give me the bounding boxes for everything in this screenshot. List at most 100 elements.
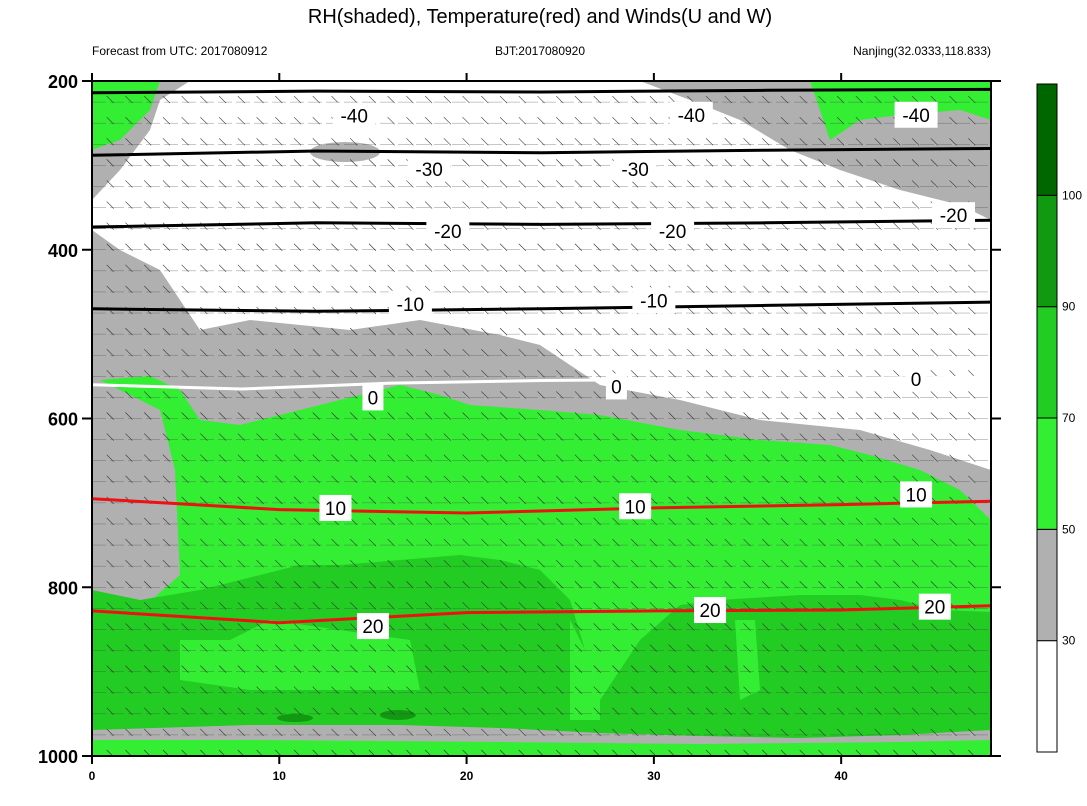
wind-barb [949,686,957,694]
wind-barb [481,412,489,420]
wind-barb [481,159,489,167]
contour-line--20 [92,218,991,229]
wind-barb [949,644,957,652]
subtitle-center: BJT:2017080920 [495,44,585,58]
y-tick-label: 1000 [38,747,78,767]
wind-barb [930,559,939,568]
wind-barb [499,433,508,441]
wind-barb [462,665,470,673]
wind-barb [462,180,470,188]
wind-barb [443,95,452,104]
wind-barb [462,496,470,505]
wind-barb [930,349,939,357]
contour-label-bg [632,287,676,314]
x-tick-label: 30 [647,769,661,783]
wind-barb [443,644,452,652]
wind-barb [462,581,470,589]
colorbar-tick-label: 100 [1062,188,1082,202]
wind-barb [874,644,882,652]
wind-barb [949,665,957,673]
wind-barb [949,454,957,462]
contour-label-bg [900,481,933,508]
wind-barb [893,391,901,399]
wind-barb [893,327,901,336]
wind-barb [406,264,414,273]
wind-barb [893,222,901,230]
wind-barb [443,686,452,694]
wind-barb [424,243,433,251]
wind-barb [406,243,414,251]
wind-barb [443,517,452,526]
wind-barb [406,665,414,673]
contour-label-bg [619,493,652,520]
wind-barb [443,138,452,146]
wind-barb [874,327,882,336]
wind-barb [930,327,939,336]
wind-barb [893,644,901,652]
wind-barb [911,349,920,357]
wind-barb [481,686,489,694]
wind-barb [893,264,901,273]
wind-barb [499,138,508,146]
wind-barb [443,623,452,631]
wind-barb [874,285,882,294]
wind-barb [424,412,433,420]
subtitle-right: Nanjing(32.0333,118.833) [853,44,991,58]
wind-barb [949,728,957,737]
contour-line--40 [92,87,991,95]
rh-region-green-light-4 [735,620,760,700]
wind-barb [499,454,508,462]
wind-barb [499,201,508,209]
contour-line--30 [92,147,991,157]
wind-barb [874,95,882,104]
wind-barb [406,559,414,568]
wind-barb [930,581,939,589]
wind-barb [930,180,939,188]
colorbar-tick-label: 90 [1062,300,1076,314]
contour-line-10 [92,497,991,515]
wind-barb [424,138,433,146]
wind-barb [462,623,470,631]
wind-barb [462,243,470,251]
wind-barb [481,581,489,589]
wind-barb [481,707,489,716]
wind-barb [499,95,508,104]
wind-barb [930,665,939,673]
wind-barb [949,306,957,315]
x-axis: 0 10 20 30 40 [89,73,848,783]
colorbar-tick-label: 70 [1062,411,1076,425]
wind-barb [930,391,939,399]
wind-barb [930,686,939,694]
rh-region-green-mid [92,555,991,740]
rh-region-green-dark-1 [277,714,313,722]
wind-barb [874,475,882,483]
wind-barb [424,116,433,125]
wind-barb [499,264,508,273]
contour-label: 20 [362,617,383,638]
wind-barb [930,538,939,547]
wind-barb [462,475,470,483]
wind-barb [949,95,957,104]
wind-barb [949,475,957,483]
wind-barb [406,686,414,694]
wind-barb [443,728,452,737]
colorbar-segment [1036,306,1058,419]
plot-area: -40 -40 -40 -30 -30 -20 -20 -20 -10 -10 0 0 0 10 10 10 2… [92,81,991,756]
colorbar-tick-label: 50 [1062,522,1076,536]
wind-barb [874,180,882,188]
wind-barb [893,349,901,357]
wind-barb [424,496,433,505]
x-tick-label: 0 [89,769,96,783]
wind-barb [874,306,882,315]
wind-barb [949,517,957,526]
contour-label-bg [356,613,389,640]
wind-barb [424,665,433,673]
wind-barb [930,707,939,716]
wind-barb [462,728,470,737]
wind-barb [499,159,508,167]
y-tick-label: 400 [48,241,78,261]
contour-label: 10 [906,485,927,506]
subtitle-left: Forecast from UTC: 2017080912 [92,44,268,58]
wind-barb [893,581,901,589]
wind-barbs [92,95,991,756]
